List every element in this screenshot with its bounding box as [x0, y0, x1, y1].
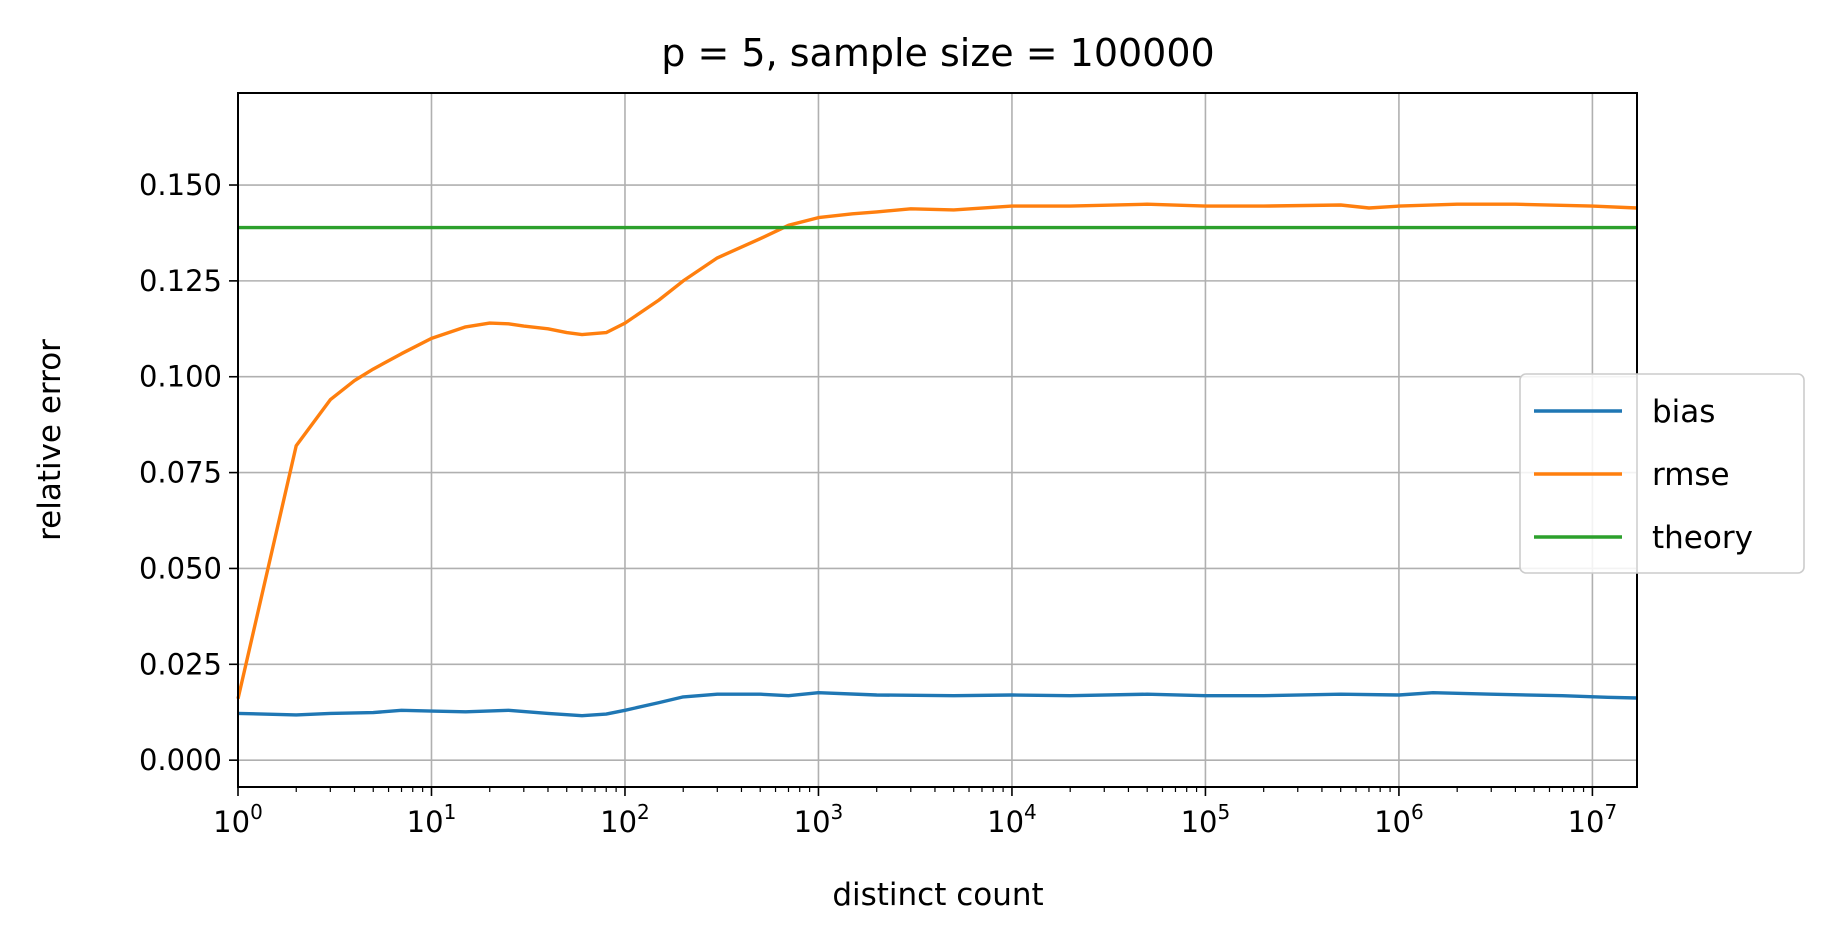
series-line-rmse — [236, 202, 1638, 700]
x-tick-label: 104 — [987, 800, 1037, 839]
x-tick-label: 107 — [1568, 800, 1618, 839]
axis-ticks: 100 101 102 103 104 105 106 107 0.000 0.025 0.050 0… — [139, 168, 1617, 839]
x-tick-label: 102 — [600, 800, 650, 839]
y-tick-label: 0.100 — [139, 360, 222, 394]
chart-title: p = 5, sample size = 100000 — [661, 31, 1214, 75]
y-tick-label: 0.075 — [139, 456, 222, 490]
x-tick-label: 101 — [407, 800, 457, 839]
x-tick-label: 103 — [794, 800, 844, 839]
y-tick-label: 0.025 — [139, 647, 222, 681]
legend-label-bias: bias — [1652, 394, 1715, 430]
y-tick-label: 0.125 — [139, 264, 222, 298]
legend-label-theory: theory — [1652, 520, 1753, 556]
y-tick-label: 0.000 — [139, 743, 222, 777]
series-line-bias — [237, 691, 1638, 718]
x-axis-title: distinct count — [832, 877, 1043, 913]
x-tick-label: 100 — [213, 800, 263, 839]
legend-label-rmse: rmse — [1652, 457, 1730, 493]
series-lines — [236, 202, 1638, 718]
y-tick-label: 0.050 — [139, 551, 222, 585]
legend: bias rmse theory — [1519, 373, 1805, 574]
y-tick-label: 0.150 — [139, 168, 222, 202]
grid — [237, 93, 1637, 787]
x-tick-label: 106 — [1374, 800, 1424, 839]
x-tick-label: 105 — [1181, 800, 1231, 839]
legend-box — [1519, 373, 1805, 574]
y-axis-title: relative error — [32, 339, 68, 541]
